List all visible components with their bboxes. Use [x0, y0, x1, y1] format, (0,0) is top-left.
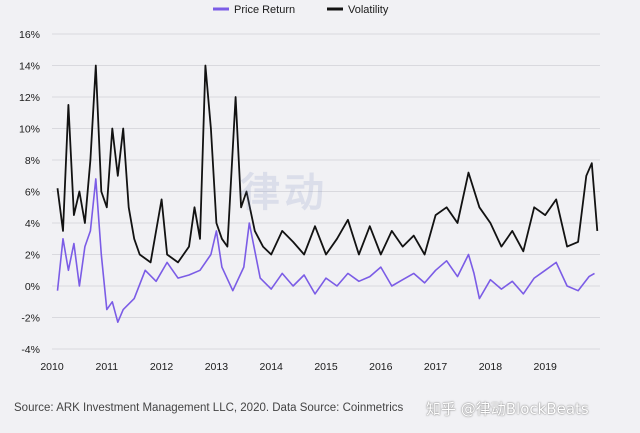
x-tick-label: 2017	[424, 361, 448, 373]
x-tick-label: 2010	[40, 361, 64, 373]
price-return-line	[56, 178, 595, 324]
y-tick-label: 8%	[25, 155, 40, 167]
watermark-logo: 律动	[240, 170, 328, 216]
y-tick-label: 6%	[25, 187, 40, 199]
y-tick-label: 2%	[25, 250, 40, 262]
volatility-line	[56, 64, 599, 264]
y-tick-label: 0%	[25, 281, 40, 293]
legend-label: Price Return	[234, 4, 295, 16]
legend-label: Volatility	[348, 4, 389, 16]
y-tick-label: 14%	[19, 61, 40, 73]
y-tick-label: 12%	[19, 92, 40, 104]
x-tick-label: 2012	[150, 361, 174, 373]
y-tick-label: 10%	[19, 124, 40, 136]
y-tick-label: 4%	[25, 218, 40, 230]
source-note: Source: ARK Investment Management LLC, 2…	[14, 402, 404, 414]
x-tick-label: 2011	[96, 361, 119, 373]
x-tick-label: 2014	[260, 361, 284, 373]
x-tick-label: 2013	[205, 361, 229, 373]
y-tick-label: 16%	[19, 29, 40, 41]
credit-watermark: 知乎 @律动BlockBeats	[426, 400, 589, 418]
y-tick-label: -4%	[21, 344, 40, 356]
x-tick-label: 2016	[369, 361, 393, 373]
y-tick-label: -2%	[21, 313, 40, 325]
x-tick-label: 2015	[314, 361, 338, 373]
x-tick-label: 2018	[479, 361, 503, 373]
x-tick-label: 2019	[534, 361, 558, 373]
